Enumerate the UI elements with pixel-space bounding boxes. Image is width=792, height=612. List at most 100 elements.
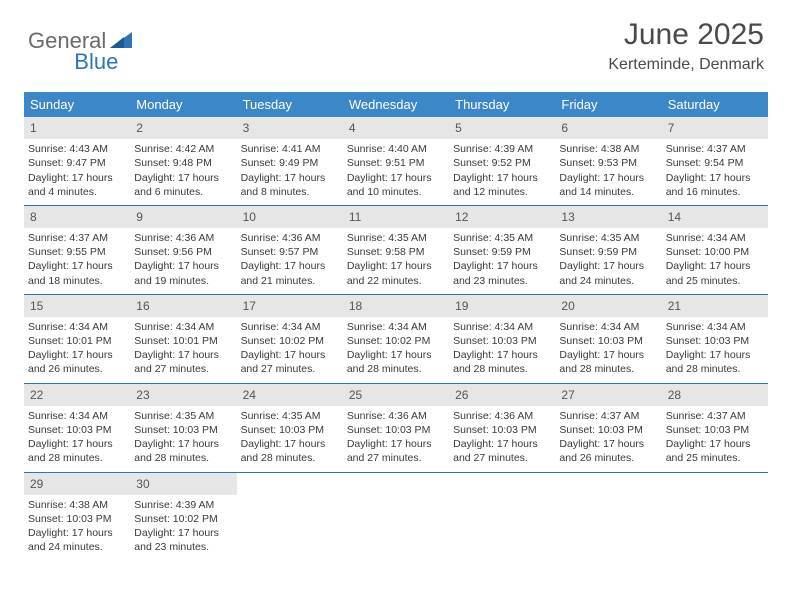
sunset-line: Sunset: 10:03 PM (28, 512, 126, 526)
day-number: 27 (555, 384, 661, 406)
day-number: 9 (130, 206, 236, 228)
weekday-header: Wednesday (343, 92, 449, 117)
day-number: 30 (130, 473, 236, 495)
day-info: Sunrise: 4:34 AMSunset: 10:02 PMDaylight… (343, 320, 449, 377)
sunrise-line: Sunrise: 4:37 AM (666, 142, 764, 156)
sunset-line: Sunset: 9:49 PM (241, 156, 339, 170)
day-cell: 17Sunrise: 4:34 AMSunset: 10:02 PMDaylig… (237, 295, 343, 383)
title-block: June 2025 Kerteminde, Denmark (608, 18, 764, 74)
sunrise-line: Sunrise: 4:35 AM (241, 409, 339, 423)
sunset-line: Sunset: 10:00 PM (666, 245, 764, 259)
sunrise-line: Sunrise: 4:36 AM (347, 409, 445, 423)
sunrise-line: Sunrise: 4:34 AM (347, 320, 445, 334)
day-info: Sunrise: 4:37 AMSunset: 9:55 PMDaylight:… (24, 231, 130, 288)
sunset-line: Sunset: 10:03 PM (559, 423, 657, 437)
daylight-line: Daylight: 17 hours and 24 minutes. (559, 259, 657, 287)
weekday-header: Monday (130, 92, 236, 117)
sunset-line: Sunset: 10:03 PM (134, 423, 232, 437)
sunrise-line: Sunrise: 4:34 AM (666, 231, 764, 245)
sunrise-line: Sunrise: 4:34 AM (28, 320, 126, 334)
month-title: June 2025 (608, 18, 764, 52)
sunrise-line: Sunrise: 4:34 AM (241, 320, 339, 334)
daylight-line: Daylight: 17 hours and 27 minutes. (347, 437, 445, 465)
day-cell: 24Sunrise: 4:35 AMSunset: 10:03 PMDaylig… (237, 384, 343, 472)
sunrise-line: Sunrise: 4:35 AM (453, 231, 551, 245)
week-row: 15Sunrise: 4:34 AMSunset: 10:01 PMDaylig… (24, 295, 768, 384)
day-info: Sunrise: 4:34 AMSunset: 10:00 PMDaylight… (662, 231, 768, 288)
sunrise-line: Sunrise: 4:36 AM (241, 231, 339, 245)
day-cell: 11Sunrise: 4:35 AMSunset: 9:58 PMDayligh… (343, 206, 449, 294)
sunrise-line: Sunrise: 4:35 AM (347, 231, 445, 245)
day-number: 14 (662, 206, 768, 228)
sunset-line: Sunset: 9:54 PM (666, 156, 764, 170)
day-info: Sunrise: 4:42 AMSunset: 9:48 PMDaylight:… (130, 142, 236, 199)
daylight-line: Daylight: 17 hours and 25 minutes. (666, 437, 764, 465)
sunrise-line: Sunrise: 4:37 AM (559, 409, 657, 423)
daylight-line: Daylight: 17 hours and 27 minutes. (453, 437, 551, 465)
daylight-line: Daylight: 17 hours and 4 minutes. (28, 171, 126, 199)
day-number: 24 (237, 384, 343, 406)
daylight-line: Daylight: 17 hours and 28 minutes. (241, 437, 339, 465)
sunrise-line: Sunrise: 4:35 AM (559, 231, 657, 245)
day-cell: 1 Sunrise: 4:43 AMSunset: 9:47 PMDaylight… (24, 117, 130, 205)
day-cell: 25 Sunrise: 4:36 AMSunset: 10:03 PMDaylig… (343, 384, 449, 472)
day-cell: 18Sunrise: 4:34 AMSunset: 10:02 PMDaylig… (343, 295, 449, 383)
sunset-line: Sunset: 9:56 PM (134, 245, 232, 259)
sunrise-line: Sunrise: 4:34 AM (666, 320, 764, 334)
day-number: 7 (662, 117, 768, 139)
sunset-line: Sunset: 10:02 PM (134, 512, 232, 526)
day-cell: 19Sunrise: 4:34 AMSunset: 10:03 PMDaylig… (449, 295, 555, 383)
day-cell (237, 473, 343, 561)
sunset-line: Sunset: 9:51 PM (347, 156, 445, 170)
weekday-header: Friday (555, 92, 661, 117)
day-info: Sunrise: 4:35 AMSunset: 9:58 PMDaylight:… (343, 231, 449, 288)
day-cell: 13Sunrise: 4:35 AMSunset: 9:59 PMDayligh… (555, 206, 661, 294)
day-number: 13 (555, 206, 661, 228)
daylight-line: Daylight: 17 hours and 27 minutes. (134, 348, 232, 376)
calendar: SundayMondayTuesdayWednesdayThursdayFrid… (24, 92, 768, 560)
day-info: Sunrise: 4:34 AMSunset: 10:03 PMDaylight… (449, 320, 555, 377)
day-cell: 8Sunrise: 4:37 AMSunset: 9:55 PMDaylight… (24, 206, 130, 294)
day-info: Sunrise: 4:34 AMSunset: 10:03 PMDaylight… (24, 409, 130, 466)
sunrise-line: Sunrise: 4:40 AM (347, 142, 445, 156)
week-row: 1Sunrise: 4:43 AMSunset: 9:47 PMDaylight… (24, 117, 768, 206)
sunrise-line: Sunrise: 4:36 AM (453, 409, 551, 423)
day-number: 20 (555, 295, 661, 317)
sunrise-line: Sunrise: 4:34 AM (134, 320, 232, 334)
daylight-line: Daylight: 17 hours and 28 minutes. (453, 348, 551, 376)
weekday-header: Thursday (449, 92, 555, 117)
daylight-line: Daylight: 17 hours and 28 minutes. (28, 437, 126, 465)
day-number: 23 (130, 384, 236, 406)
day-number: 1 (24, 117, 130, 139)
sunset-line: Sunset: 9:47 PM (28, 156, 126, 170)
daylight-line: Daylight: 17 hours and 26 minutes. (28, 348, 126, 376)
day-info: Sunrise: 4:37 AMSunset: 10:03 PMDaylight… (662, 409, 768, 466)
sunrise-line: Sunrise: 4:35 AM (134, 409, 232, 423)
daylight-line: Daylight: 17 hours and 24 minutes. (28, 526, 126, 554)
day-cell: 20Sunrise: 4:34 AMSunset: 10:03 PMDaylig… (555, 295, 661, 383)
day-info: Sunrise: 4:40 AMSunset: 9:51 PMDaylight:… (343, 142, 449, 199)
daylight-line: Daylight: 17 hours and 28 minutes. (666, 348, 764, 376)
day-cell: 15Sunrise: 4:34 AMSunset: 10:01 PMDaylig… (24, 295, 130, 383)
logo-text-blue: Blue (74, 49, 118, 75)
daylight-line: Daylight: 17 hours and 12 minutes. (453, 171, 551, 199)
sunrise-line: Sunrise: 4:34 AM (559, 320, 657, 334)
sunrise-line: Sunrise: 4:39 AM (134, 498, 232, 512)
day-number: 25 (343, 384, 449, 406)
day-info: Sunrise: 4:34 AMSunset: 10:01 PMDaylight… (24, 320, 130, 377)
day-info: Sunrise: 4:35 AMSunset: 9:59 PMDaylight:… (449, 231, 555, 288)
sunset-line: Sunset: 9:52 PM (453, 156, 551, 170)
sunset-line: Sunset: 9:58 PM (347, 245, 445, 259)
day-cell: 12Sunrise: 4:35 AMSunset: 9:59 PMDayligh… (449, 206, 555, 294)
day-number: 17 (237, 295, 343, 317)
sunset-line: Sunset: 10:03 PM (347, 423, 445, 437)
sunset-line: Sunset: 10:03 PM (666, 334, 764, 348)
sunrise-line: Sunrise: 4:37 AM (666, 409, 764, 423)
sunrise-line: Sunrise: 4:43 AM (28, 142, 126, 156)
weekday-header: Saturday (662, 92, 768, 117)
header: General Blue June 2025 Kerteminde, Denma… (0, 0, 792, 82)
day-number: 26 (449, 384, 555, 406)
day-cell: 21Sunrise: 4:34 AMSunset: 10:03 PMDaylig… (662, 295, 768, 383)
sunset-line: Sunset: 10:02 PM (347, 334, 445, 348)
day-cell (662, 473, 768, 561)
